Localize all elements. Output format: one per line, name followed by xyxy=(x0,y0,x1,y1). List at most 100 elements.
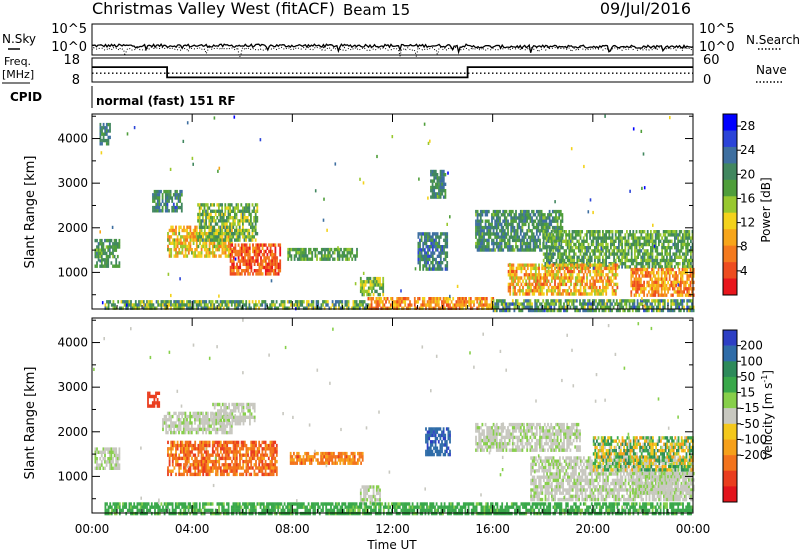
range-gate-cell xyxy=(537,308,540,313)
range-gate-cell xyxy=(610,279,612,283)
range-gate-cell xyxy=(614,269,617,274)
range-gate-cell xyxy=(660,277,663,281)
range-gate-cell xyxy=(256,243,259,247)
range-gate-cell xyxy=(178,418,180,422)
range-gate-cell xyxy=(189,421,192,425)
range-gate-cell xyxy=(511,229,514,233)
colorbar-tick-label: 4 xyxy=(740,264,748,278)
range-gate-cell xyxy=(195,418,198,422)
range-gate-cell xyxy=(206,418,209,422)
range-gate-cell xyxy=(598,269,601,274)
range-gate-cell xyxy=(645,249,647,253)
range-gate-cell xyxy=(169,196,172,200)
range-gate-cell xyxy=(118,466,121,470)
range-gate-cell xyxy=(417,235,420,239)
range-gate-cell xyxy=(622,308,625,313)
range-gate-cell xyxy=(237,219,239,223)
range-gate-cell xyxy=(522,289,524,293)
range-gate-cell xyxy=(192,162,194,166)
range-gate-cell xyxy=(532,213,535,217)
range-gate-cell xyxy=(111,225,114,229)
range-gate-cell xyxy=(476,297,479,301)
range-gate-cell xyxy=(576,276,579,280)
range-gate-cell xyxy=(419,264,421,268)
range-gate-cell xyxy=(102,138,105,143)
range-gate-cell xyxy=(573,266,576,271)
range-gate-cell xyxy=(607,308,610,313)
range-gate-cell xyxy=(436,176,439,180)
range-gate-cell xyxy=(99,132,102,136)
range-gate-cell xyxy=(197,306,200,310)
range-gate-cell xyxy=(586,246,588,250)
range-gate-cell xyxy=(427,196,429,200)
range-gate-cell xyxy=(369,283,372,287)
range-gate-cell xyxy=(537,225,540,230)
range-gate-cell xyxy=(231,243,234,247)
range-gate-cell xyxy=(217,169,219,173)
range-gate-cell xyxy=(527,213,530,217)
range-gate-cell xyxy=(688,283,690,288)
range-gate-cell xyxy=(243,232,246,236)
range-gate-cell xyxy=(216,244,219,249)
range-gate-cell xyxy=(420,238,423,242)
range-gate-cell xyxy=(254,303,257,307)
noise-left-tick-top: 10^5 xyxy=(51,22,87,37)
range-gate-cell xyxy=(641,299,644,303)
range-gate-cell xyxy=(664,293,666,297)
range-gate-cell xyxy=(676,277,679,281)
range-gate-cell xyxy=(96,251,98,256)
range-gate-cell xyxy=(105,251,108,256)
range-gate-cell xyxy=(643,274,645,278)
range-gate-cell xyxy=(94,453,97,458)
range-gate-cell xyxy=(102,248,105,252)
range-gate-cell xyxy=(648,255,651,259)
range-gate-cell xyxy=(523,219,525,223)
range-gate-cell xyxy=(172,202,175,207)
range-gate-cell xyxy=(198,427,201,432)
range-gate-cell xyxy=(128,303,131,307)
range-gate-cell xyxy=(595,236,598,240)
range-gate-cell xyxy=(163,418,166,422)
range-gate-cell xyxy=(594,258,596,263)
range-gate-cell xyxy=(576,289,579,293)
range-gate-cell xyxy=(155,391,157,395)
range-gate-cell xyxy=(203,228,206,233)
range-gate-cell xyxy=(680,230,683,234)
range-gate-cell xyxy=(491,225,493,230)
range-gate-cell xyxy=(539,292,542,296)
range-gate-cell xyxy=(150,394,153,399)
range-gate-cell xyxy=(349,247,352,252)
range-gate-cell xyxy=(543,219,546,223)
range-gate-cell xyxy=(247,253,250,257)
range-gate-cell xyxy=(475,213,477,217)
range-gate-cell xyxy=(595,269,598,274)
frequency-right-tick-top: 60 xyxy=(703,53,720,68)
range-gate-cell xyxy=(234,222,236,226)
range-gate-cell xyxy=(304,254,307,258)
range-gate-cell xyxy=(523,282,526,287)
range-gate-cell xyxy=(446,232,449,236)
range-gate-cell xyxy=(500,232,503,236)
range-gate-cell xyxy=(102,251,105,256)
range-gate-cell xyxy=(646,255,649,259)
range-gate-cell xyxy=(319,257,322,261)
range-gate-cell xyxy=(482,297,485,301)
range-gate-cell xyxy=(492,238,495,243)
range-gate-cell xyxy=(261,253,264,257)
range-gate-cell xyxy=(199,238,201,242)
range-gate-cell xyxy=(200,238,203,242)
range-gate-cell xyxy=(581,266,584,271)
range-gate-cell xyxy=(519,241,522,246)
range-gate-cell xyxy=(635,242,638,247)
range-gate-cell xyxy=(557,233,559,237)
range-gate-cell xyxy=(550,242,553,247)
noise-right-tick-top: 10^5 xyxy=(699,22,735,37)
range-gate-cell xyxy=(226,228,229,233)
beam-title: Beam 15 xyxy=(343,1,410,19)
range-gate-cell xyxy=(235,228,238,233)
range-gate-cell xyxy=(126,303,128,307)
range-gate-cell xyxy=(178,241,181,245)
range-gate-cell xyxy=(371,280,373,284)
range-gate-cell xyxy=(223,248,225,252)
range-gate-cell xyxy=(239,272,242,276)
